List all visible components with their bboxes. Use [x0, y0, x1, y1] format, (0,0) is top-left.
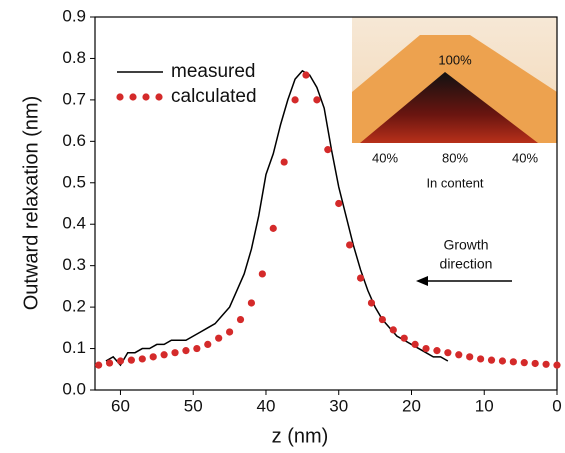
- inset: 100% 40% 80% 40% In content: [352, 17, 557, 190]
- data-dot: [247, 299, 256, 307]
- y-tick-label: 0.1: [62, 338, 86, 357]
- x-tick-label: 60: [111, 396, 130, 415]
- data-dot: [335, 199, 343, 208]
- data-dot: [138, 355, 146, 363]
- x-tick-label: 10: [475, 396, 494, 415]
- y-tick-label: 0.9: [62, 6, 86, 25]
- y-tick-label: 0.8: [62, 48, 86, 67]
- data-dot: [95, 361, 103, 369]
- data-dot: [356, 274, 365, 282]
- x-tick-label: 40: [257, 396, 276, 415]
- data-dot: [324, 146, 332, 154]
- x-tick-label: 30: [329, 396, 348, 415]
- legend-dot: [129, 93, 137, 101]
- y-axis-label: Outward relaxation (nm): [20, 96, 42, 311]
- data-dot: [477, 355, 485, 363]
- data-dot: [182, 347, 190, 355]
- x-tick-label: 50: [184, 396, 203, 415]
- data-dot: [280, 158, 288, 166]
- data-dot: [291, 96, 299, 104]
- data-dot: [236, 315, 245, 324]
- data-dot: [225, 328, 234, 336]
- inset-label: 80%: [442, 150, 468, 165]
- inset-label: 40%: [512, 150, 538, 165]
- data-dot: [422, 344, 430, 353]
- data-dot: [553, 361, 561, 369]
- legend-dot: [116, 93, 124, 101]
- data-dot: [105, 359, 114, 367]
- legend-label: measured: [171, 61, 256, 82]
- x-tick-label: 0: [552, 396, 561, 415]
- y-tick-label: 0.4: [62, 214, 86, 233]
- data-dot: [171, 349, 179, 357]
- data-dot: [400, 334, 408, 342]
- data-dot: [466, 353, 474, 361]
- arrow-head: [416, 276, 428, 286]
- data-dot: [313, 96, 321, 104]
- data-dot: [542, 360, 550, 368]
- annotation: direction: [440, 256, 493, 272]
- data-dot: [302, 71, 310, 79]
- data-dot: [269, 224, 277, 232]
- y-tick-label: 0.0: [62, 379, 86, 398]
- data-dot: [149, 353, 157, 361]
- data-dot: [498, 357, 507, 365]
- data-dot: [509, 358, 517, 366]
- legend-dot: [155, 93, 163, 101]
- y-tick-label: 0.3: [62, 255, 86, 274]
- data-dot: [204, 340, 212, 349]
- legend-label: calculated: [171, 86, 257, 107]
- data-dot: [127, 356, 135, 364]
- y-tick-label: 0.2: [62, 297, 86, 316]
- y-tick-label: 0.6: [62, 131, 86, 150]
- data-dot: [367, 299, 376, 307]
- data-dot: [215, 334, 223, 342]
- data-dot: [193, 344, 201, 353]
- data-dot: [160, 351, 168, 359]
- data-dot: [520, 359, 528, 367]
- plot-frame: [94, 16, 558, 391]
- data-dot: [389, 326, 397, 334]
- data-dot: [378, 315, 386, 324]
- data-dot: [455, 351, 463, 359]
- inset-core: [360, 72, 538, 143]
- data-dot: [411, 340, 419, 349]
- inset-x-label: In content: [426, 175, 483, 190]
- data-dot: [531, 359, 539, 368]
- y-tick-label: 0.7: [62, 89, 86, 108]
- y-tick-label: 0.5: [62, 172, 86, 191]
- data-dot: [444, 349, 452, 357]
- data-dot: [116, 357, 125, 365]
- data-dot: [487, 356, 496, 364]
- x-axis-label: z (nm): [272, 425, 329, 447]
- legend-dot: [142, 93, 150, 101]
- inset-peak-label: 100%: [438, 52, 472, 67]
- inset-label: 40%: [372, 150, 398, 165]
- data-dot: [433, 347, 441, 355]
- x-tick-label: 20: [402, 396, 421, 415]
- data-dot: [258, 270, 266, 278]
- annotation: Growth: [443, 237, 488, 253]
- data-dot: [346, 241, 354, 249]
